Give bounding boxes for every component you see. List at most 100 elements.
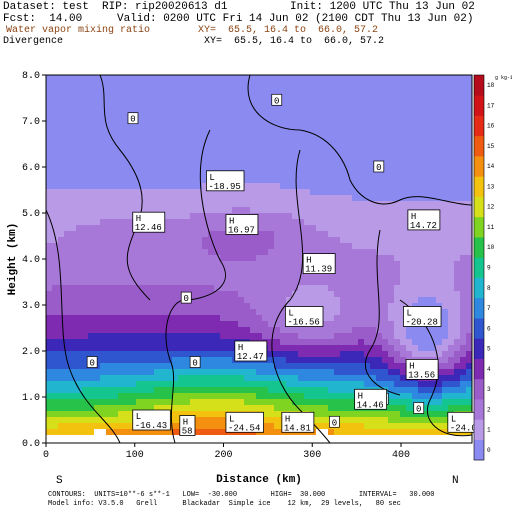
moisture-cell [106, 261, 113, 268]
x-tick-label: 0 [43, 450, 49, 461]
moisture-cell [166, 357, 173, 364]
moisture-cell [304, 111, 311, 118]
moisture-cell [52, 339, 59, 346]
moisture-cell [280, 255, 287, 262]
x-tick-label: 100 [126, 450, 144, 461]
moisture-cell [466, 375, 472, 382]
moisture-cell [70, 327, 77, 334]
moisture-cell [142, 285, 149, 292]
moisture-cell [280, 369, 287, 376]
moisture-cell [310, 129, 317, 136]
moisture-cell [394, 321, 401, 328]
moisture-cell [268, 183, 275, 190]
moisture-cell [124, 75, 131, 82]
moisture-cell [256, 327, 263, 334]
moisture-cell [214, 291, 221, 298]
moisture-cell [190, 195, 197, 202]
moisture-cell [274, 81, 281, 88]
extremum-box [206, 170, 245, 192]
moisture-cell [160, 309, 167, 316]
moisture-cell [178, 237, 185, 244]
moisture-cell [370, 165, 377, 172]
colorbar-swatch [474, 216, 484, 238]
moisture-cell [154, 387, 161, 394]
moisture-cell [70, 369, 77, 376]
moisture-cell [304, 201, 311, 208]
moisture-cell [370, 249, 377, 256]
moisture-cell [214, 129, 221, 136]
moisture-cell [418, 123, 425, 130]
moisture-cell [88, 333, 95, 340]
moisture-cell [316, 387, 323, 394]
moisture-cell [262, 297, 269, 304]
moisture-cell [442, 213, 449, 220]
moisture-cell [364, 225, 371, 232]
moisture-cell [448, 297, 455, 304]
moisture-cell [382, 93, 389, 100]
moisture-cell [100, 153, 107, 160]
moisture-cell [130, 261, 137, 268]
moisture-cell [208, 429, 215, 436]
contour-label-box [180, 291, 192, 304]
moisture-cell [82, 417, 89, 424]
moisture-cell [82, 369, 89, 376]
moisture-cell [58, 243, 65, 250]
field1-label: Water vapor mixing ratio [6, 25, 151, 36]
moisture-cell [370, 267, 377, 274]
moisture-cell [244, 405, 251, 412]
moisture-cell [316, 399, 323, 406]
colorbar-swatch [474, 196, 484, 218]
moisture-cell [412, 75, 419, 82]
extremum-kind: H [238, 343, 243, 353]
moisture-cell [112, 411, 119, 418]
moisture-cell [124, 387, 131, 394]
moisture-cell [106, 351, 113, 358]
moisture-cell [370, 201, 377, 208]
moisture-cell [340, 303, 347, 310]
moisture-cell [112, 303, 119, 310]
moisture-cell [292, 75, 299, 82]
moisture-cell [184, 261, 191, 268]
moisture-cell [400, 201, 407, 208]
moisture-cell [268, 93, 275, 100]
moisture-cell [220, 333, 227, 340]
moisture-cell [310, 393, 317, 400]
moisture-cell [220, 345, 227, 352]
moisture-cell [310, 201, 317, 208]
moisture-cell [346, 363, 353, 370]
moisture-cell [232, 201, 239, 208]
moisture-cell [328, 99, 335, 106]
moisture-cell [304, 213, 311, 220]
moisture-cell [118, 441, 125, 443]
moisture-cell [58, 177, 65, 184]
moisture-cell [460, 111, 467, 118]
moisture-cell [76, 213, 83, 220]
moisture-cell [130, 279, 137, 286]
moisture-cell [334, 333, 341, 340]
moisture-cell [76, 417, 83, 424]
moisture-cell [346, 153, 353, 160]
moisture-cell [130, 399, 137, 406]
moisture-cell [232, 243, 239, 250]
moisture-cell [358, 423, 365, 430]
contour-label-box [271, 93, 283, 106]
moisture-cell [214, 99, 221, 106]
moisture-cell [346, 345, 353, 352]
moisture-cell [370, 363, 377, 370]
moisture-cell [124, 225, 131, 232]
moisture-cell [460, 177, 467, 184]
moisture-cell [268, 255, 275, 262]
moisture-cell [334, 279, 341, 286]
moisture-cell [286, 237, 293, 244]
moisture-cell [406, 441, 413, 443]
moisture-cell [436, 153, 443, 160]
moisture-cell [322, 405, 329, 412]
moisture-cell [280, 351, 287, 358]
moisture-cell [166, 387, 173, 394]
moisture-cell [64, 159, 71, 166]
moisture-cell [148, 279, 155, 286]
colorbar-swatch [474, 378, 484, 400]
moisture-cell [136, 171, 143, 178]
moisture-cell [196, 321, 203, 328]
moisture-cell [346, 429, 353, 436]
